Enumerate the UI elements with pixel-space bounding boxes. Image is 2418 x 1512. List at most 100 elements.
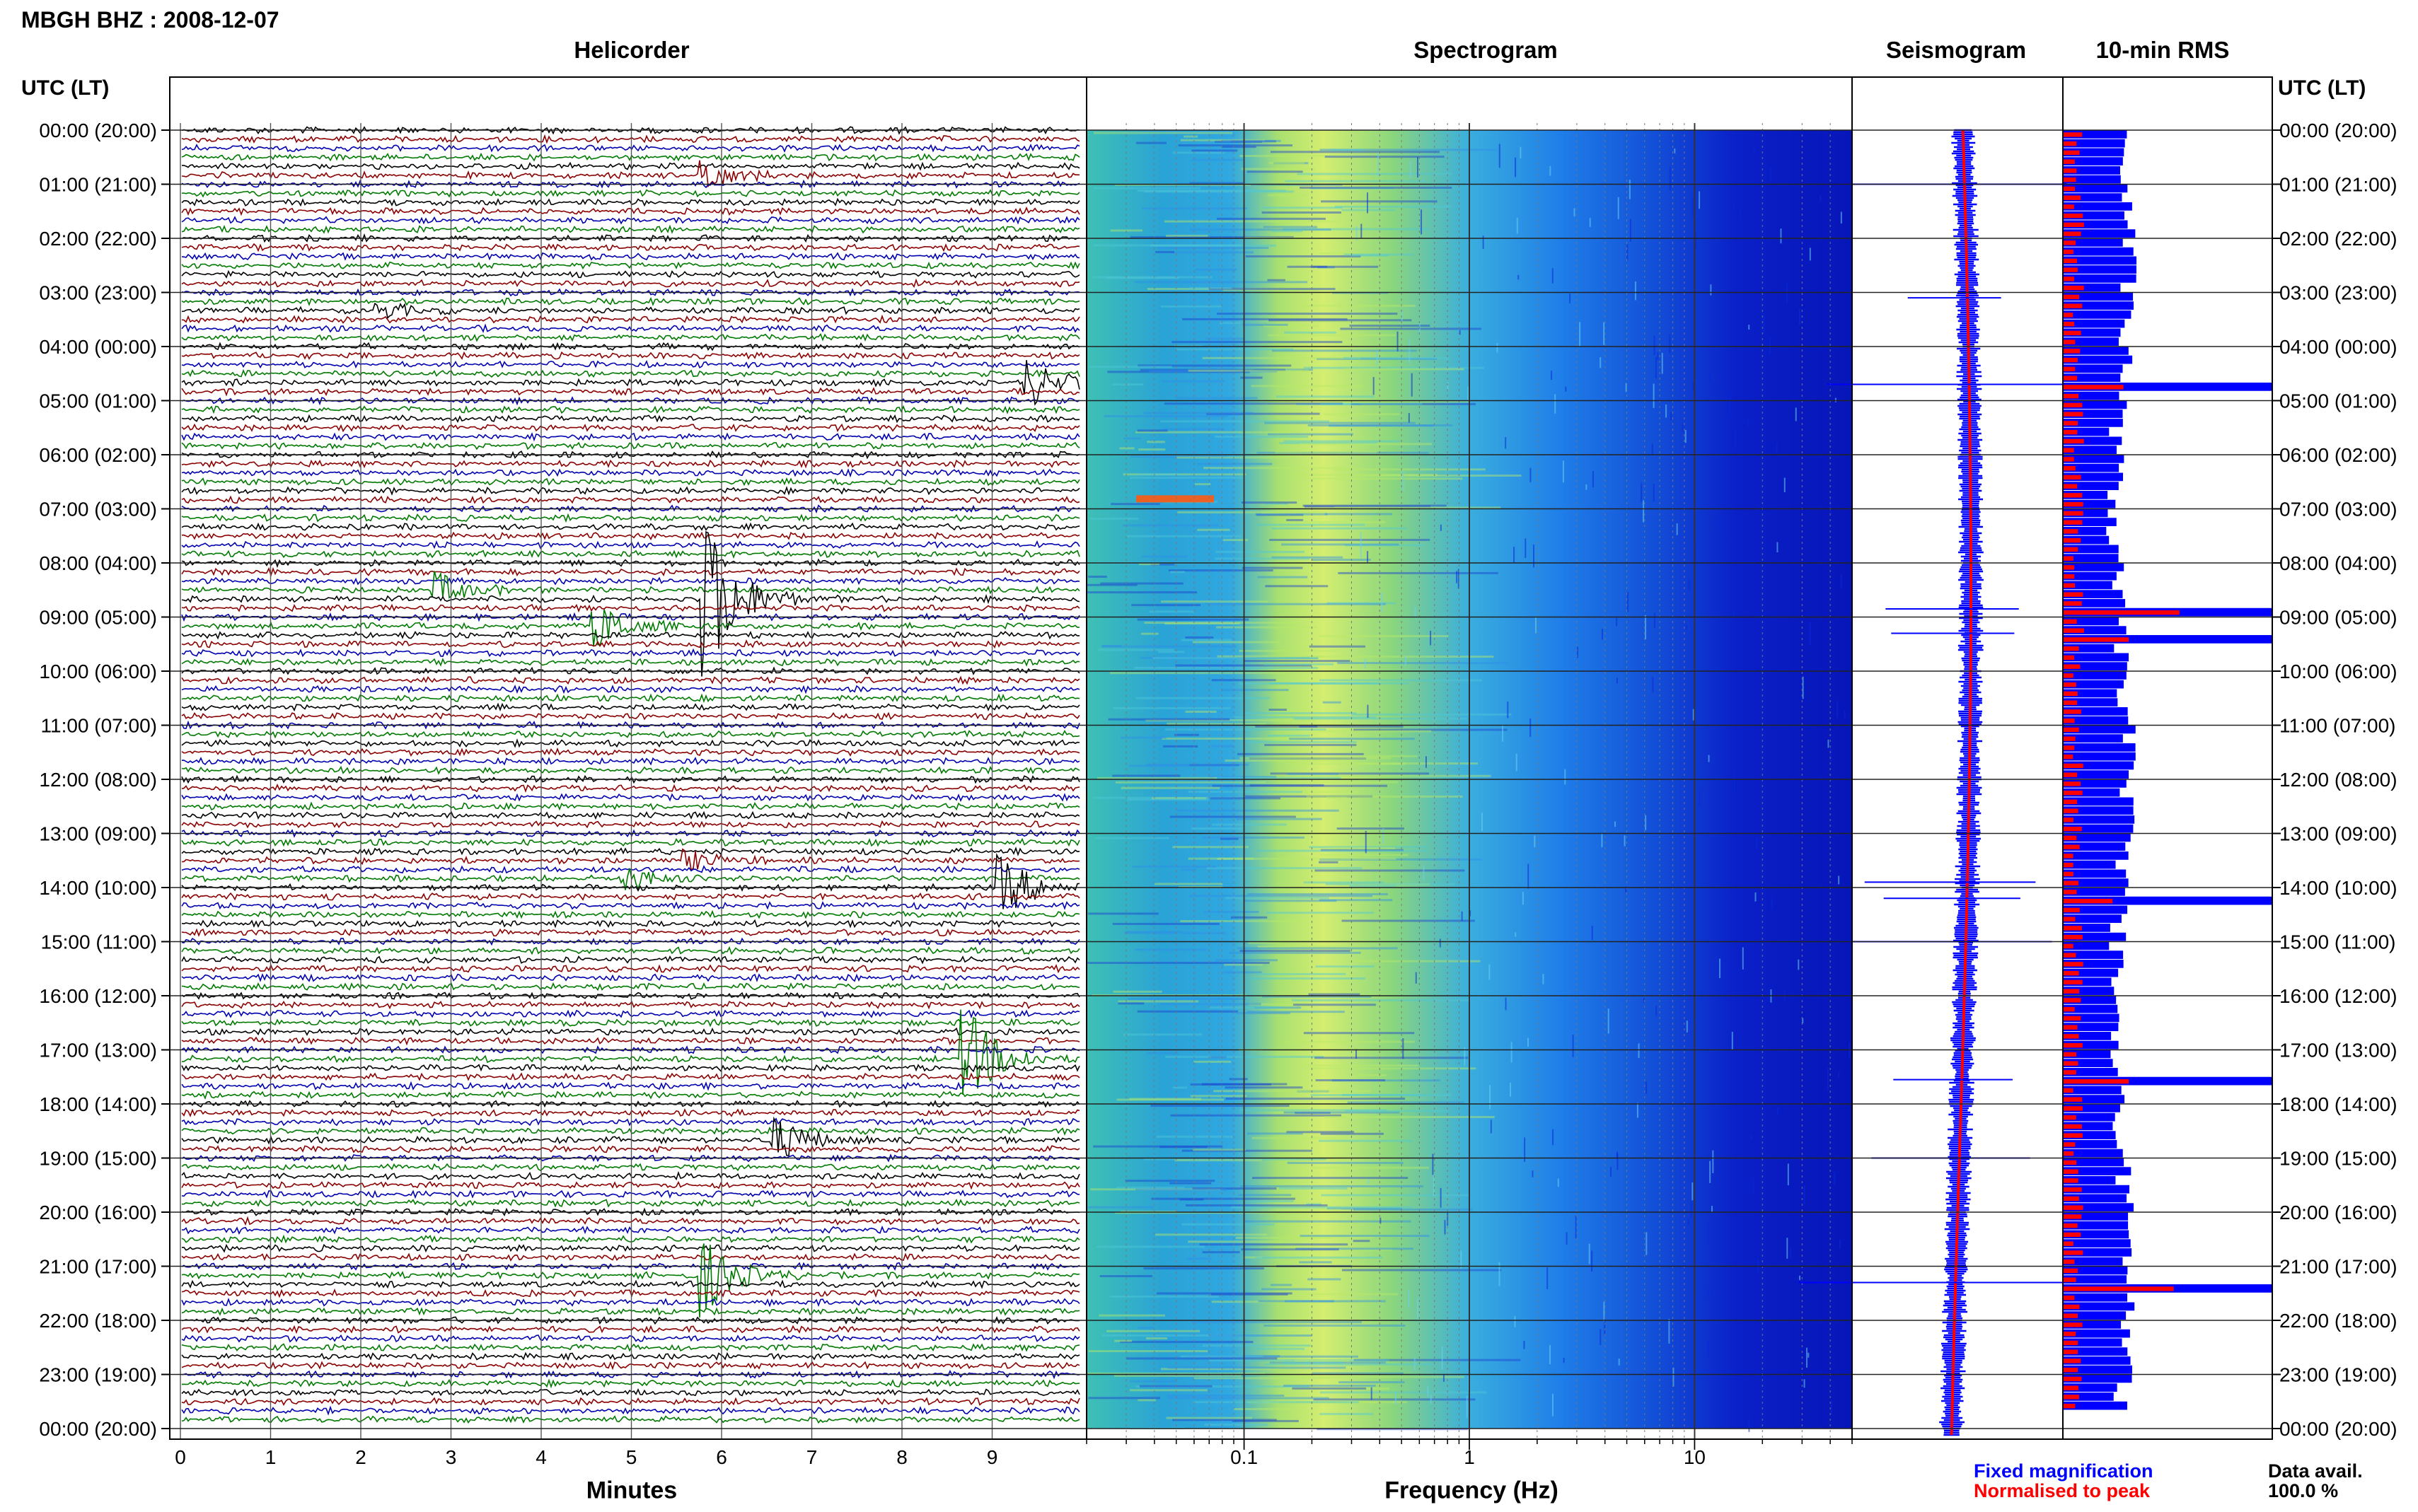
- helicorder-trace: [181, 1163, 1080, 1172]
- rms-fixed-bar: [2063, 707, 2128, 716]
- rms-fixed-bar: [2063, 383, 2272, 391]
- spectrogram-stripe: [1188, 791, 1303, 793]
- spectrogram-speckle: [1410, 161, 1412, 178]
- spectrogram-speckle: [1763, 315, 1765, 335]
- rms-fixed-bar: [2063, 1239, 2131, 1248]
- spectrogram-stripe: [1301, 304, 1416, 307]
- utc-tick-label-right: 12:00 (08:00): [2279, 769, 2397, 791]
- rms-normalised-bar: [2063, 547, 2078, 552]
- spectrogram-stripe: [1151, 797, 1207, 800]
- spectrogram-stripe: [1247, 1132, 1303, 1135]
- spectrogram-stripe: [1289, 738, 1415, 740]
- rms-normalised-bar: [2063, 1178, 2078, 1183]
- spectrogram-stripe: [1293, 717, 1467, 720]
- spectrogram-stripe: [1286, 518, 1304, 521]
- spectrogram-stripe: [1269, 682, 1409, 685]
- spectrogram-stripe: [1093, 244, 1242, 247]
- rms-normalised-bar: [2063, 970, 2079, 976]
- spectrogram-stripe: [1346, 1248, 1392, 1251]
- helicorder-trace: [181, 1378, 1080, 1389]
- utc-tick-label-right: 14:00 (10:00): [2279, 877, 2397, 899]
- rms-normalised-bar: [2063, 412, 2083, 417]
- spectrogram-stripe: [1164, 728, 1326, 731]
- spectrogram-speckle: [1440, 1187, 1442, 1208]
- utc-tick-label-right: 22:00 (18:00): [2279, 1310, 2397, 1332]
- helicorder-trace: [182, 161, 1080, 171]
- rms-normalised-bar: [2063, 313, 2073, 318]
- spectrogram-stripe: [1203, 467, 1355, 470]
- rms-fixed-bar: [2063, 220, 2128, 229]
- spectrogram-stripe: [1341, 209, 1396, 211]
- spectrogram-stripe: [1118, 1000, 1199, 1003]
- spectrogram-stripe: [1343, 253, 1413, 256]
- rms-normalised-bar: [2063, 943, 2073, 949]
- spectrogram-stripe: [1264, 421, 1416, 424]
- spectrogram-stripe: [1267, 194, 1307, 197]
- helicorder-trace: [181, 973, 1080, 983]
- spectrogram-stripe: [1268, 734, 1310, 737]
- spectrogram-stripe: [1185, 636, 1214, 639]
- rms-fixed-bar: [2063, 491, 2108, 499]
- spectrogram-stripe: [1114, 1339, 1133, 1342]
- spectrogram-stripe: [1334, 506, 1501, 509]
- spectrogram-stripe: [1245, 1220, 1411, 1223]
- helicorder-trace: [181, 919, 1080, 929]
- spectrogram-speckle: [1776, 542, 1778, 552]
- utc-tick-label-left: 23:00 (19:00): [39, 1364, 157, 1386]
- spectrogram-speckle: [1565, 386, 1567, 392]
- helicorder-trace: [181, 1064, 1080, 1073]
- spectrogram-stripe: [1297, 173, 1452, 175]
- rms-normalised-bar: [2063, 898, 2113, 904]
- spectrogram-speckle: [1557, 1178, 1559, 1187]
- spectrogram-stripe: [1251, 1136, 1346, 1139]
- rms-fixed-bar: [2063, 229, 2136, 238]
- rms-fixed-bar: [2063, 1230, 2129, 1239]
- rms-normalised-bar: [2063, 1196, 2079, 1202]
- rms-normalised-bar: [2063, 321, 2075, 327]
- helicorder-trace: [181, 296, 1080, 307]
- spectrogram-stripe: [1213, 1090, 1371, 1093]
- spectrogram-stripe: [1172, 846, 1249, 849]
- seismogram-normalised-trace: [1950, 129, 1972, 1436]
- rms-normalised-bar: [2063, 1304, 2080, 1310]
- spectrogram-stripe: [1225, 897, 1329, 900]
- spectrogram-stripe: [1217, 857, 1396, 860]
- rms-fixed-bar: [2063, 508, 2108, 518]
- helicorder-trace: [181, 531, 1080, 540]
- spectrogram-stripe: [1097, 649, 1174, 651]
- spectrogram-speckle: [1802, 676, 1804, 699]
- spectrogram-stripe: [1208, 776, 1277, 779]
- helicorder-trace: [181, 1343, 1080, 1352]
- spectrogram-speckle: [1447, 382, 1449, 391]
- spectrogram-stripe: [1295, 1359, 1350, 1362]
- spectrogram-stripe: [1142, 555, 1188, 558]
- helicorder-trace: [181, 278, 1080, 289]
- spectrogram-stripe: [1242, 1256, 1263, 1259]
- spectrogram-stripe: [1107, 371, 1250, 373]
- spectrogram-speckle: [1802, 1018, 1804, 1024]
- spectrogram-stripe: [1167, 722, 1266, 725]
- rms-fixed-bar: [2063, 1356, 2131, 1365]
- utc-tick-label-right: 23:00 (19:00): [2279, 1364, 2397, 1386]
- spectrogram-stripe: [1170, 571, 1185, 574]
- rms-fixed-bar: [2063, 419, 2123, 427]
- spectrogram-stripe: [1137, 429, 1168, 432]
- spectrogram-stripe: [1235, 1236, 1332, 1239]
- spectrogram-stripe: [1283, 521, 1386, 523]
- spectrogram-speckle: [1515, 932, 1517, 937]
- helicorder-trace: [181, 784, 1080, 793]
- spectrogram-stripe: [1188, 1240, 1284, 1243]
- rms-fixed-bar: [2063, 1338, 2122, 1347]
- spectrogram-stripe: [1184, 135, 1198, 138]
- minute-tick-label: 0: [175, 1446, 186, 1468]
- spectrogram-speckle: [1600, 357, 1602, 368]
- spectrogram-stripe: [1089, 517, 1139, 520]
- spectrogram-stripe: [1120, 736, 1167, 739]
- minute-tick-label: 2: [355, 1446, 366, 1468]
- rms-normalised-bar: [2063, 601, 2082, 606]
- rms-fixed-bar: [2063, 319, 2125, 328]
- spectrogram-stripe: [1304, 781, 1399, 784]
- spectrogram-stripe: [1094, 132, 1233, 134]
- spectrogram-stripe: [1296, 403, 1361, 406]
- spectrogram-stripe: [1268, 319, 1412, 322]
